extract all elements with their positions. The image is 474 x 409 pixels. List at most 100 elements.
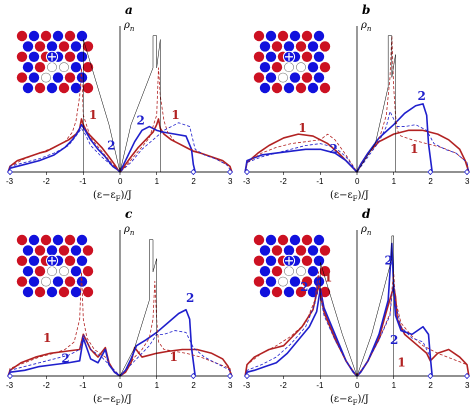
lattice-site xyxy=(70,41,82,52)
band-edge-marker xyxy=(427,168,434,176)
lattice-site xyxy=(64,72,76,83)
curve-label: 2 xyxy=(300,280,308,294)
lattice-site xyxy=(295,82,307,94)
lattice-site xyxy=(265,72,277,83)
x-tick-label: 3 xyxy=(228,177,233,186)
lattice-site xyxy=(22,41,34,52)
curve-label: 2 xyxy=(61,352,69,366)
lattice-site xyxy=(64,51,76,62)
lattice-site xyxy=(16,276,28,287)
lattice-site xyxy=(22,61,34,73)
x-axis-label: (ε−εF)/J xyxy=(93,190,132,203)
vacancy-site xyxy=(47,62,57,73)
lattice-site xyxy=(76,30,88,42)
x-tick-label: 3 xyxy=(465,381,470,390)
band-edge-marker xyxy=(243,168,251,176)
lattice-inset xyxy=(16,30,94,98)
lattice-site xyxy=(76,276,88,287)
x-tick-label: 0 xyxy=(355,177,360,186)
lattice-site xyxy=(301,51,313,62)
lattice-site xyxy=(253,276,265,287)
lattice-site xyxy=(22,82,34,94)
vacancy-site xyxy=(284,266,294,277)
lattice-site xyxy=(52,234,64,246)
lattice-site xyxy=(301,72,313,83)
dashed-series-blue xyxy=(244,280,433,377)
lattice-site xyxy=(22,245,34,256)
lattice-site xyxy=(307,41,319,52)
x-tick-label: -3 xyxy=(243,177,251,186)
panel-d: -3 -2 -1 0 1 2 3 1 1 2 2 2 d ρn (ε−εF)/J xyxy=(243,207,471,407)
band-edge-marker xyxy=(226,372,234,380)
lattice-site xyxy=(259,286,271,298)
curve-label: 2 xyxy=(107,138,115,152)
lattice-site xyxy=(82,82,94,94)
dashed-series-red xyxy=(7,67,233,173)
panel-title: b xyxy=(362,3,370,17)
lattice-site xyxy=(34,245,46,256)
impurity-icon xyxy=(45,254,59,267)
lattice-site xyxy=(64,255,76,266)
curve-label: 1 xyxy=(397,356,405,370)
lattice-site xyxy=(46,41,58,52)
lattice-site xyxy=(253,234,265,246)
reference-curve xyxy=(247,235,467,377)
lattice-site xyxy=(295,41,307,52)
lattice-site xyxy=(64,276,76,287)
lattice-site xyxy=(271,245,283,256)
panel-a: -3 -2 -1 0 1 2 3 1 1 2 2 a ρn (ε−εF)/J xyxy=(6,3,234,203)
lattice-site xyxy=(277,234,289,246)
vacancy-site xyxy=(59,266,69,277)
lattice-site xyxy=(70,286,82,298)
vacancy-site xyxy=(59,62,69,73)
band-edge-marker xyxy=(6,168,14,176)
lattice-site xyxy=(253,51,265,62)
impurity-icon xyxy=(282,50,296,63)
x-tick-label: 2 xyxy=(191,381,196,390)
lattice-site xyxy=(259,61,271,73)
lattice-site xyxy=(46,82,58,94)
x-tick-label: 1 xyxy=(392,177,397,186)
lattice-site xyxy=(40,30,52,42)
lattice-site xyxy=(289,72,301,83)
lattice-site xyxy=(82,266,94,277)
curve-label: 1 xyxy=(43,331,51,345)
lattice-site xyxy=(283,82,295,94)
vacancy-site xyxy=(296,62,306,73)
lattice-site xyxy=(265,30,277,42)
vacancy-site xyxy=(278,72,288,83)
x-tick-label: 2 xyxy=(428,381,433,390)
y-axis-label: ρn xyxy=(123,224,135,237)
lattice-site xyxy=(82,286,94,298)
lattice-site xyxy=(16,30,28,42)
lattice-site xyxy=(82,41,94,52)
lattice-site xyxy=(28,30,40,42)
lattice-inset xyxy=(253,234,331,302)
lattice-site xyxy=(295,245,307,256)
lattice-site xyxy=(22,286,34,298)
lattice-site xyxy=(34,286,46,298)
x-axis-label: (ε−εF)/J xyxy=(330,190,369,203)
lattice-site xyxy=(52,72,64,83)
band-edge-marker xyxy=(427,372,434,380)
lattice-site xyxy=(34,41,46,52)
lattice-site xyxy=(307,245,319,256)
lattice-site xyxy=(22,266,34,277)
lattice-site xyxy=(271,266,283,277)
lattice-site xyxy=(76,255,88,266)
lattice-site xyxy=(259,245,271,256)
lattice-site xyxy=(28,276,40,287)
lattice-site xyxy=(271,41,283,52)
curve-label: 2 xyxy=(390,333,398,347)
x-tick-label: -2 xyxy=(43,177,51,186)
x-tick-label: -3 xyxy=(6,177,14,186)
lattice-site xyxy=(283,286,295,298)
panel-title: d xyxy=(362,207,371,221)
lattice-site xyxy=(265,255,277,266)
x-tick-label: -2 xyxy=(43,381,51,390)
lattice-site xyxy=(253,255,265,266)
x-tick-label: -1 xyxy=(316,381,324,390)
vacancy-site xyxy=(278,276,288,287)
dashed-series-red xyxy=(244,271,470,377)
